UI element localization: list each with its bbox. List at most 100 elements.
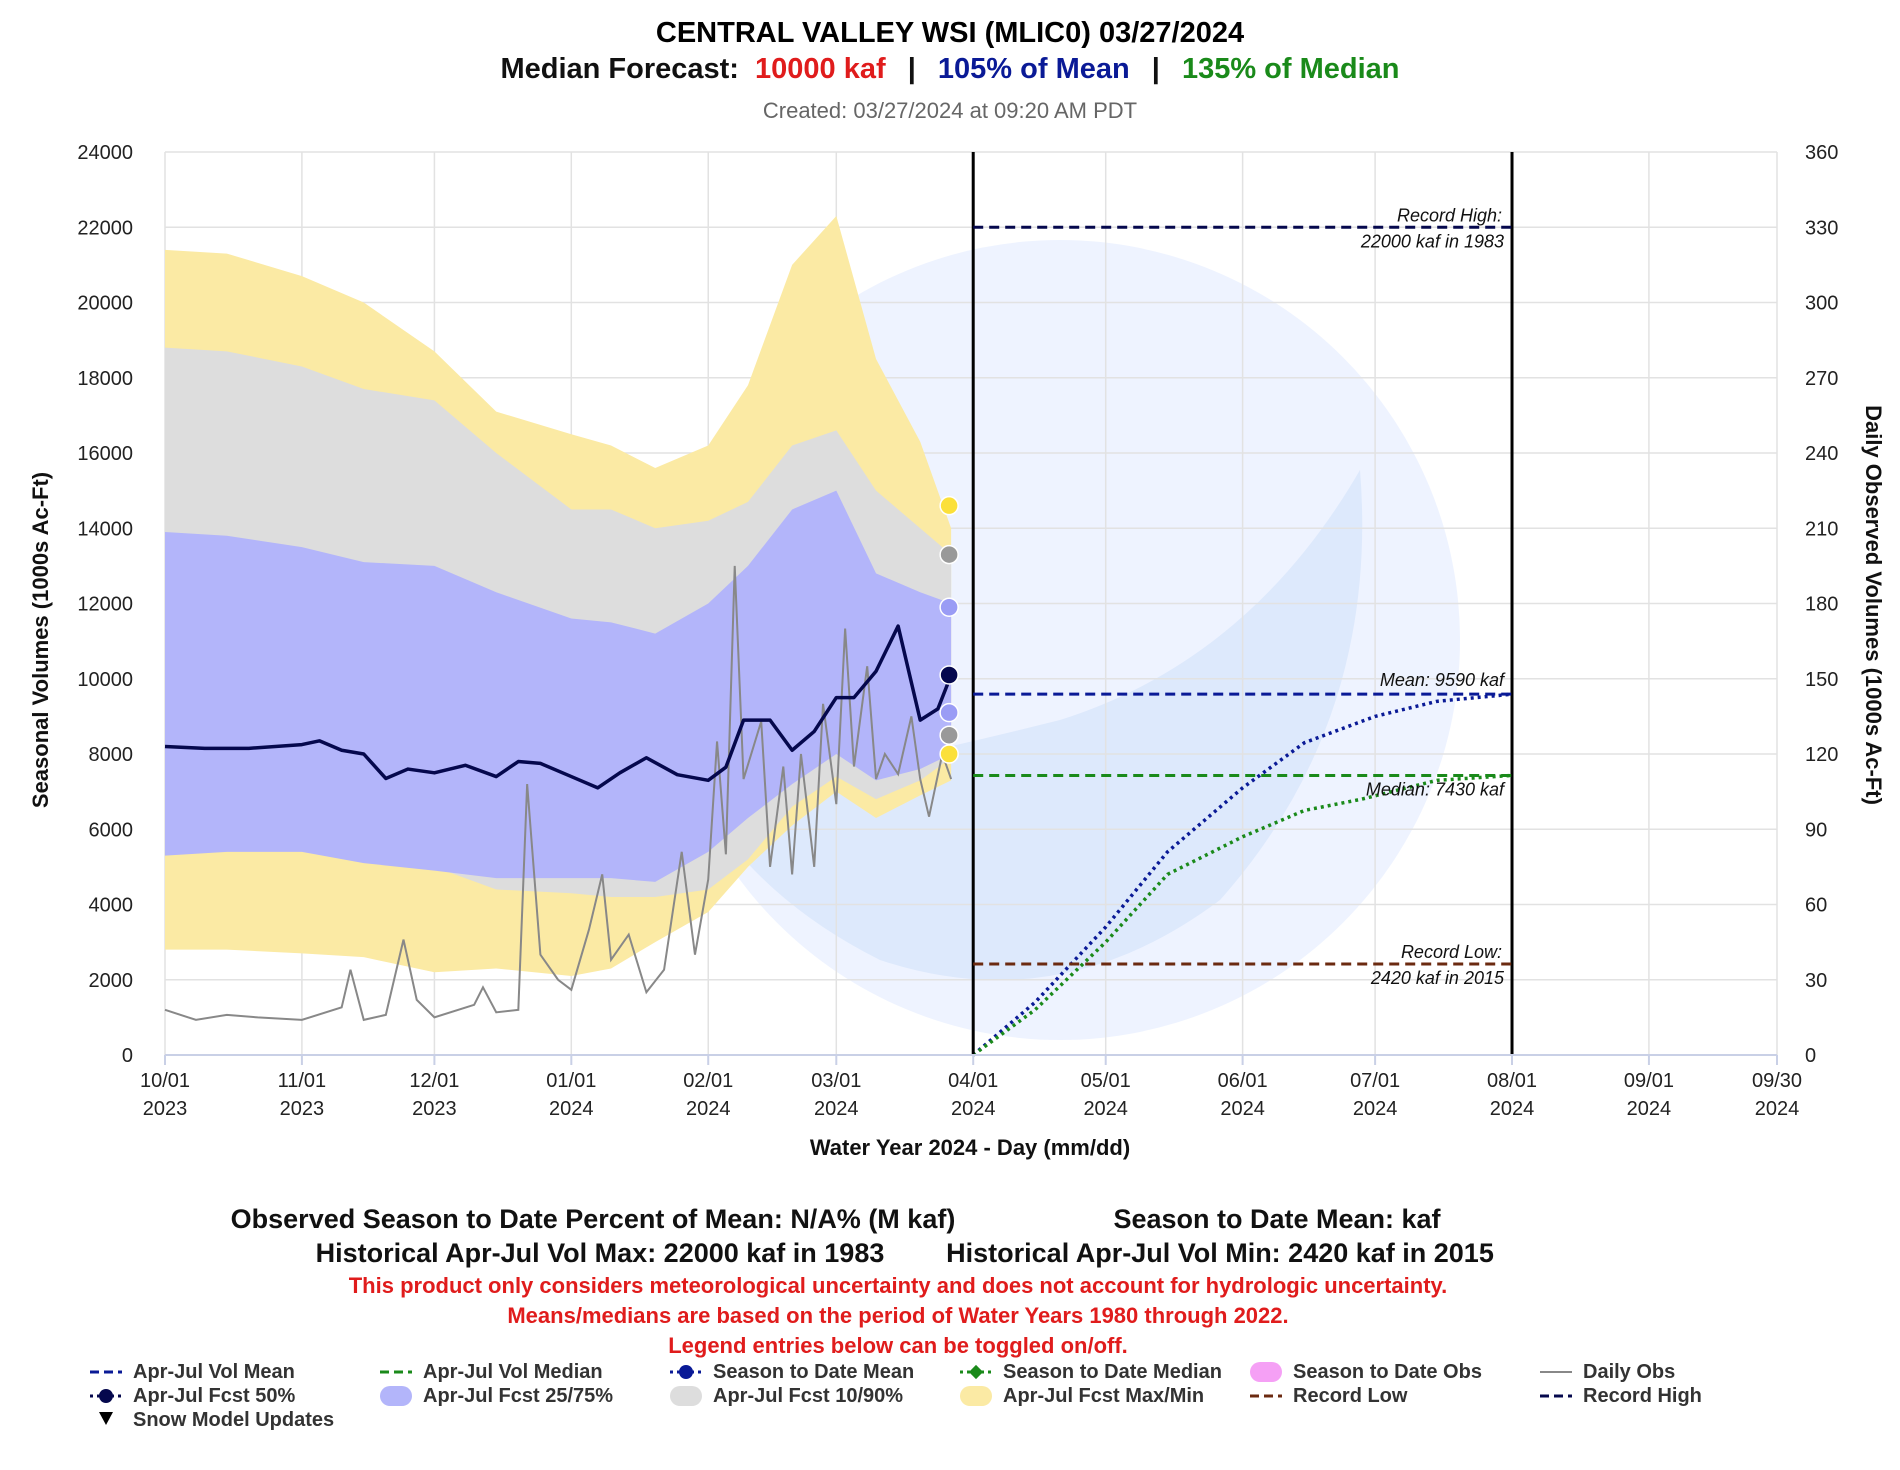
disclaimer-uncertainty: This product only considers meteorologic…	[349, 1273, 1448, 1298]
y-tick-label: 4000	[89, 895, 134, 917]
subtitle-mean: 105% of Mean	[938, 53, 1130, 85]
x-tick-year: 2024	[1490, 1098, 1535, 1120]
x-tick-year: 2024	[1755, 1098, 1800, 1120]
y-axis-title: Seasonal Volumes (1000s Ac-Ft)	[28, 472, 53, 808]
stat-historical-min: Historical Apr-Jul Vol Min: 2420 kaf in …	[946, 1238, 1494, 1268]
stat-season-mean: Season to Date Mean: kaf	[1113, 1204, 1441, 1234]
legend-symbol	[960, 1386, 992, 1406]
legend-symbol-diamond	[968, 1364, 984, 1380]
legend-label: Season to Date Mean	[713, 1361, 914, 1383]
stat-historical-max: Historical Apr-Jul Vol Max: 22000 kaf in…	[316, 1238, 885, 1268]
subtitle-median: 135% of Median	[1182, 53, 1400, 85]
legend-label: Apr-Jul Fcst 25/75%	[423, 1385, 613, 1407]
legend: Apr-Jul Vol Mean Apr-Jul Vol Median Season…	[90, 1361, 1702, 1431]
fcst-50-line	[164, 624, 953, 790]
subtitle-forecast: 10000 kaf	[755, 53, 886, 85]
legend-item-apr-jul-fcst-25-75-[interactable]: Apr-Jul Fcst 25/75%	[380, 1385, 613, 1407]
forecast-series	[164, 565, 1513, 1057]
x-tick-label: 06/01	[1218, 1070, 1268, 1092]
forecast-marker-90	[939, 544, 959, 565]
legend-label: Record Low	[1293, 1385, 1408, 1407]
watermark-wave	[700, 470, 1363, 980]
legend-item-season-to-date-median[interactable]: Season to Date Median	[960, 1361, 1222, 1383]
legend-item-record-low[interactable]: Record Low	[1250, 1385, 1408, 1407]
record-high-label-value: 22000 kaf in 1983	[1360, 231, 1504, 251]
x-tick-label: 05/01	[1081, 1070, 1131, 1092]
x-tick-year: 2024	[1353, 1098, 1398, 1120]
x-tick-label: 12/01	[409, 1070, 459, 1092]
chart-subtitle: Median Forecast: 10000 kaf | 105% of Mea…	[500, 53, 1399, 85]
forecast-marker-max	[939, 495, 959, 516]
disclaimer-period: Means/medians are based on the period of…	[507, 1303, 1288, 1328]
x-tick-year: 2024	[1627, 1098, 1672, 1120]
legend-item-season-to-date-mean[interactable]: Season to Date Mean	[670, 1361, 914, 1383]
legend-label: Season to Date Obs	[1293, 1361, 1482, 1383]
x-tick-year: 2024	[549, 1098, 594, 1120]
legend-item-daily-obs[interactable]: Daily Obs	[1540, 1361, 1675, 1383]
band-25-75	[165, 490, 952, 882]
forecast-marker-10	[939, 725, 959, 745]
legend-symbol	[99, 1412, 113, 1425]
x-tick-label: 07/01	[1350, 1070, 1400, 1092]
forecast-marker-25	[939, 702, 959, 723]
subtitle-prefix: Median Forecast:	[500, 53, 739, 85]
legend-label: Apr-Jul Fcst 10/90%	[713, 1385, 903, 1407]
legend-label: Daily Obs	[1583, 1361, 1675, 1383]
season-to-date-mean-line	[972, 692, 1513, 1057]
legend-item-season-to-date-obs[interactable]: Season to Date Obs	[1250, 1361, 1482, 1383]
x-tick-year: 2023	[280, 1098, 325, 1120]
y2-tick-label: 330	[1805, 217, 1838, 239]
x-tick-label: 11/01	[278, 1070, 327, 1092]
legend-label: Record High	[1583, 1385, 1702, 1407]
legend-symbol-dot	[679, 1365, 693, 1379]
y-tick-label: 2000	[89, 970, 134, 992]
y2-tick-label: 360	[1805, 142, 1838, 164]
y2-tick-label: 60	[1805, 895, 1827, 917]
disclaimer-legend: Legend entries below can be toggled on/o…	[668, 1333, 1128, 1358]
forecast-marker-50	[939, 665, 959, 685]
x-tick-label: 09/30	[1752, 1070, 1802, 1092]
x-tick-label: 08/01	[1487, 1070, 1537, 1092]
y2-tick-label: 270	[1805, 368, 1838, 390]
y-tick-label: 14000	[77, 518, 133, 540]
mean-label: Mean: 9590 kaf	[1380, 670, 1506, 690]
y-tick-label: 10000	[77, 669, 133, 691]
legend-item-apr-jul-vol-mean[interactable]: Apr-Jul Vol Mean	[90, 1361, 295, 1383]
legend-item-apr-jul-vol-median[interactable]: Apr-Jul Vol Median	[380, 1361, 603, 1383]
y2-tick-label: 150	[1805, 669, 1838, 691]
legend-item-snow-model-updates[interactable]: Snow Model Updates	[99, 1409, 334, 1431]
record-high-label: Record High:	[1397, 205, 1502, 225]
legend-item-apr-jul-fcst-10-90-[interactable]: Apr-Jul Fcst 10/90%	[670, 1385, 903, 1407]
axes: 0 2000 4000 6000 8000 10000 12000 14000 16000 180…	[77, 142, 1838, 1120]
y2-tick-label: 210	[1805, 518, 1838, 540]
y-tick-label: 18000	[77, 368, 133, 390]
y-tick-label: 0	[122, 1045, 133, 1067]
x-tick-year: 2024	[686, 1098, 731, 1120]
y2-tick-label: 180	[1805, 594, 1838, 616]
y-tick-label: 24000	[77, 142, 133, 164]
y2-tick-label: 0	[1805, 1045, 1816, 1067]
y2-tick-label: 90	[1805, 819, 1827, 841]
y-tick-label: 8000	[89, 744, 134, 766]
legend-item-apr-jul-fcst-50-[interactable]: Apr-Jul Fcst 50%	[90, 1385, 295, 1407]
x-axis-title: Water Year 2024 - Day (mm/dd)	[810, 1135, 1130, 1160]
x-tick-label: 03/01	[811, 1070, 861, 1092]
legend-item-apr-jul-fcst-max-min[interactable]: Apr-Jul Fcst Max/Min	[960, 1385, 1204, 1407]
y2-tick-label: 30	[1805, 970, 1827, 992]
y2-tick-label: 300	[1805, 293, 1838, 315]
legend-label: Season to Date Median	[1003, 1361, 1222, 1383]
daily-obs-line	[164, 565, 953, 1022]
current-forecast-markers	[939, 495, 959, 764]
legend-symbol	[380, 1386, 412, 1406]
record-low-label-value: 2420 kaf in 2015	[1370, 968, 1505, 988]
x-tick-label: 01/01	[546, 1070, 596, 1092]
legend-symbol	[1250, 1362, 1282, 1382]
legend-label: Apr-Jul Vol Mean	[133, 1361, 295, 1383]
y2-tick-label: 240	[1805, 443, 1838, 465]
subtitle-sep2: |	[1152, 53, 1160, 85]
x-tick-year: 2024	[814, 1098, 859, 1120]
legend-label: Apr-Jul Fcst 50%	[133, 1385, 295, 1407]
legend-item-record-high[interactable]: Record High	[1540, 1385, 1702, 1407]
y-tick-label: 12000	[77, 594, 133, 616]
